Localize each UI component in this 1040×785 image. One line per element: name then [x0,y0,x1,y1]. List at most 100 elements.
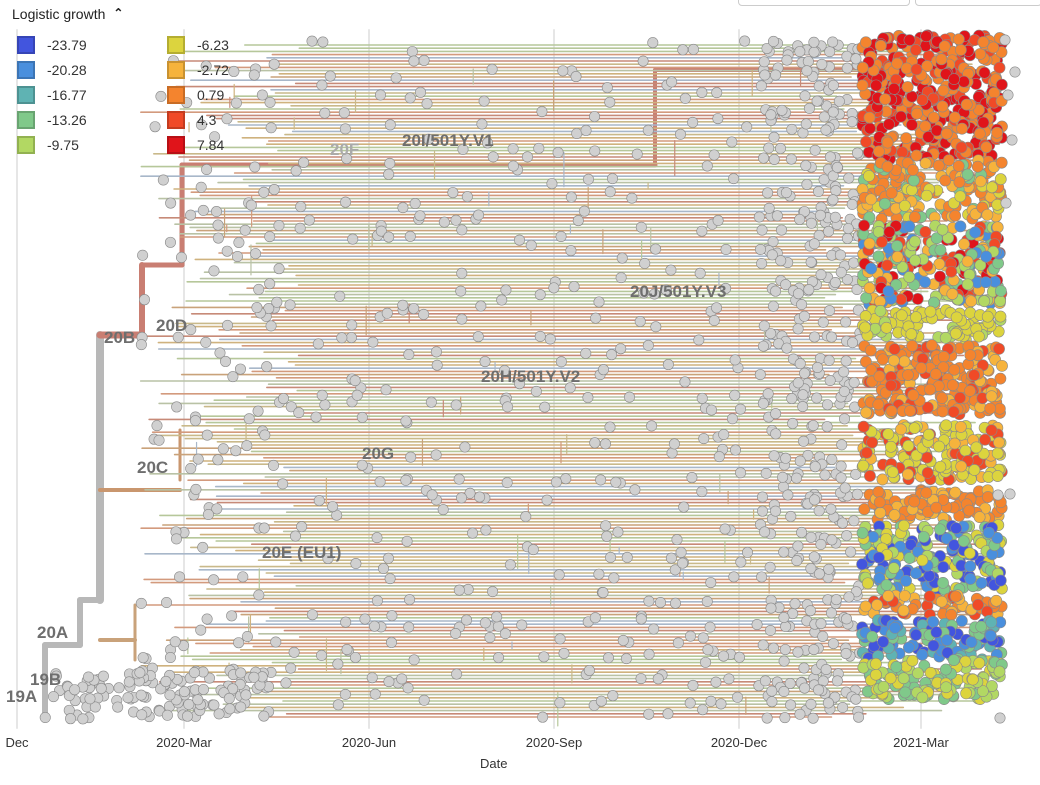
tree-tip[interactable] [741,121,753,133]
tree-tip[interactable] [906,654,919,667]
tree-tip[interactable] [840,355,852,367]
tree-tip[interactable] [762,388,774,400]
tree-tip[interactable] [620,653,632,665]
tree-tip[interactable] [595,695,607,707]
tree-tip[interactable] [487,586,499,598]
tree-tip[interactable] [799,90,811,102]
tree-tip[interactable] [786,393,798,405]
tree-tip[interactable] [922,130,935,143]
tree-tip[interactable] [607,690,619,702]
tree-tip[interactable] [438,216,450,228]
tree-tip[interactable] [809,461,821,473]
tree-tip[interactable] [826,534,838,546]
tree-tip[interactable] [930,626,943,639]
tree-tip[interactable] [982,491,994,503]
tree-tip[interactable] [527,544,539,556]
tree-tip[interactable] [248,671,260,683]
tree-tip[interactable] [780,279,792,291]
legend-item[interactable]: 0.79 [162,82,312,107]
tree-tip[interactable] [955,460,968,473]
tree-tip[interactable] [830,594,842,606]
tree-tip[interactable] [151,420,163,432]
tree-tip[interactable] [571,128,583,140]
tree-tip[interactable] [861,577,874,590]
tree-tip[interactable] [671,534,683,546]
tree-tip[interactable] [589,111,601,123]
tree-tip[interactable] [780,452,792,464]
tree-tip[interactable] [813,229,825,241]
tree-tip[interactable] [295,201,307,213]
tree-tip[interactable] [881,136,894,149]
tree-tip[interactable] [905,184,918,196]
clade-label-20h[interactable]: 20H/501Y.V2 [481,367,581,386]
clade-label-20d[interactable]: 20D [156,316,188,335]
tree-tip[interactable] [437,504,449,516]
tree-tip[interactable] [934,244,947,256]
tree-tip[interactable] [544,333,556,345]
tree-tip[interactable] [135,339,147,351]
tree-tip[interactable] [637,55,649,67]
tree-tip[interactable] [249,161,261,173]
tree-tip[interactable] [550,476,562,488]
tree-tip[interactable] [164,689,176,701]
tree-tip[interactable] [312,338,324,350]
tree-tip[interactable] [873,572,886,585]
tree-tip[interactable] [514,378,526,390]
tree-tip[interactable] [794,213,806,225]
tree-tip[interactable] [879,93,892,106]
tree-tip[interactable] [208,574,220,586]
tree-tip[interactable] [839,413,851,425]
tree-tip[interactable] [479,356,491,368]
tree-tip[interactable] [979,433,991,446]
tree-tip[interactable] [414,210,426,222]
tree-tip[interactable] [69,684,81,696]
tree-tip[interactable] [698,433,710,445]
tree-tip[interactable] [421,98,433,110]
tree-tip[interactable] [654,596,666,608]
tree-tip[interactable] [720,243,732,255]
tree-tip[interactable] [306,609,318,621]
tree-tip[interactable] [136,709,148,721]
tree-tip[interactable] [850,468,862,480]
tree-tip[interactable] [782,489,794,501]
tree-tip[interactable] [778,655,790,667]
tree-tip[interactable] [924,305,937,318]
tree-tip[interactable] [808,644,820,656]
tree-tip[interactable] [473,209,485,221]
tree-tip[interactable] [711,87,723,99]
tree-tip[interactable] [251,302,263,314]
tree-tip[interactable] [843,591,855,603]
tree-tip[interactable] [197,204,209,216]
clade-label-20b[interactable]: 20B [104,328,136,347]
tree-tip[interactable] [841,613,853,625]
tree-tip[interactable] [953,176,966,189]
tree-tip[interactable] [729,389,741,401]
tree-tip[interactable] [801,178,813,190]
tree-tip[interactable] [404,230,416,242]
tree-tip[interactable] [872,398,885,411]
tree-tip[interactable] [697,704,709,716]
tree-tip[interactable] [796,299,808,311]
tree-tip[interactable] [846,337,858,349]
tree-tip[interactable] [629,484,641,496]
tree-tip[interactable] [647,37,659,49]
tree-tip[interactable] [837,702,849,714]
tree-tip[interactable] [973,127,986,140]
tree-tip[interactable] [779,712,791,724]
tree-tip[interactable] [882,428,895,440]
tree-tip[interactable] [758,56,770,68]
tree-tip[interactable] [915,362,928,374]
tree-tip[interactable] [863,282,876,294]
tree-tip[interactable] [235,701,247,713]
tree-tip[interactable] [501,477,513,489]
tree-tip[interactable] [937,561,950,573]
tree-tip[interactable] [233,637,245,649]
tree-tip[interactable] [604,186,616,198]
tree-tip[interactable] [346,319,358,331]
tree-tip[interactable] [601,530,613,542]
tree-tip[interactable] [684,697,696,709]
tree-tip[interactable] [235,667,247,679]
tree-tip[interactable] [881,160,894,173]
tree-tip[interactable] [966,673,979,686]
tree-tip[interactable] [853,711,865,723]
